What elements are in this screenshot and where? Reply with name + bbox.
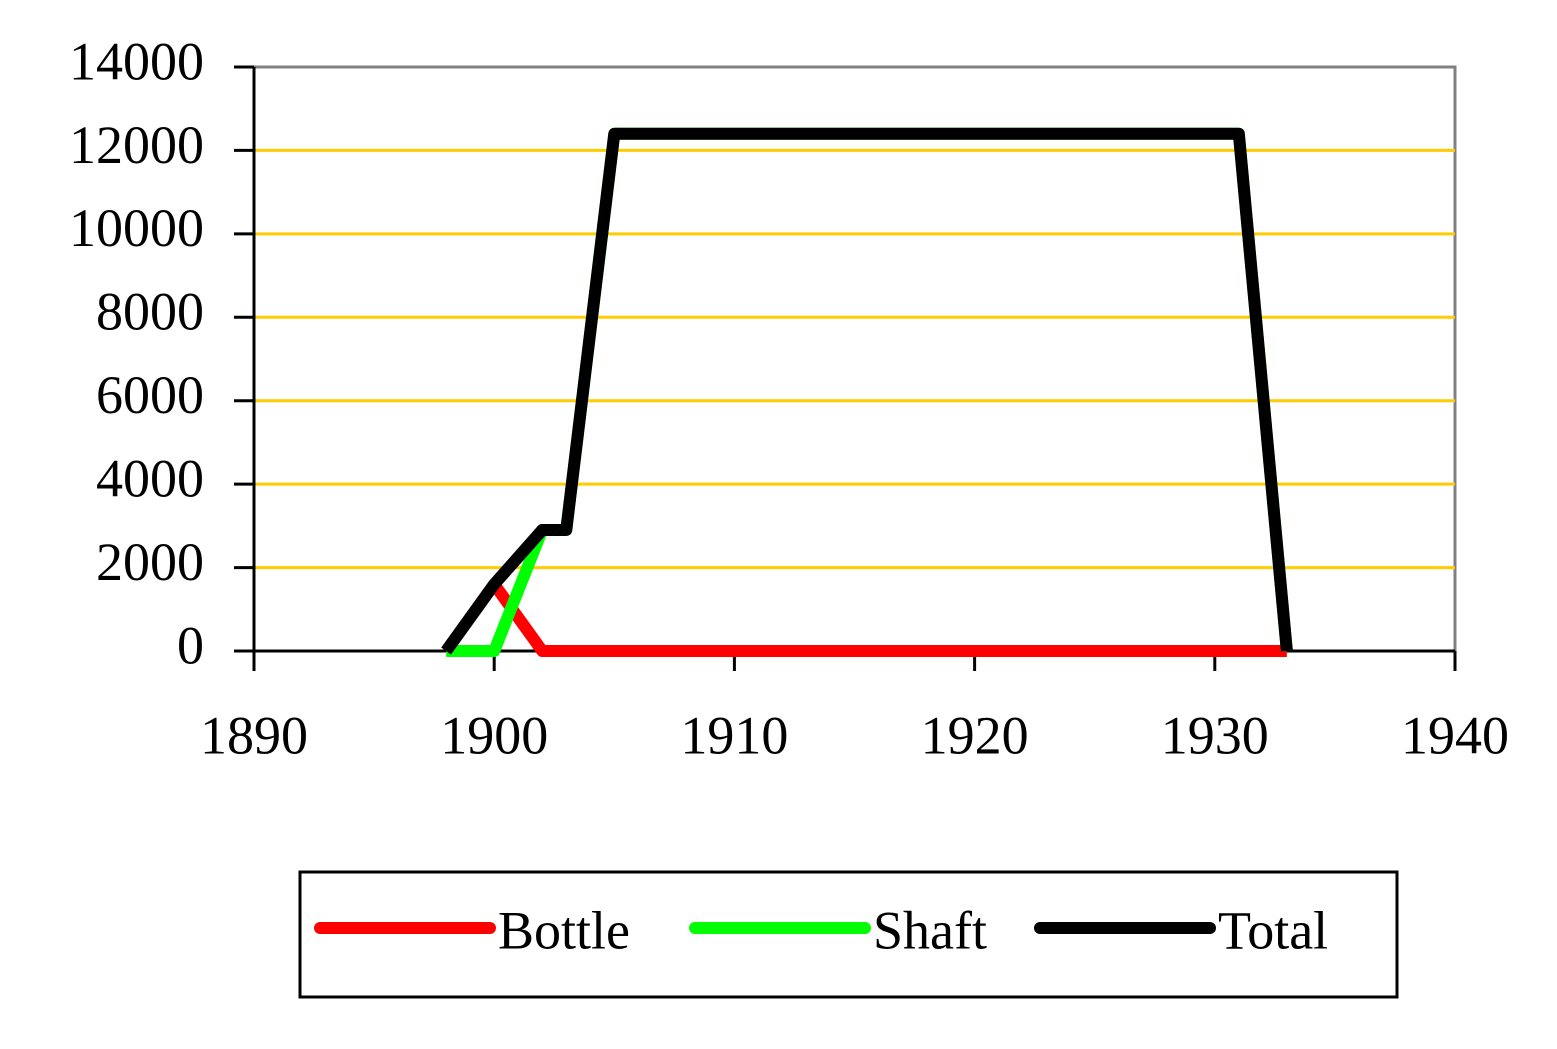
x-tick-label: 1920 — [921, 705, 1029, 765]
legend-label: Total — [1218, 900, 1328, 960]
y-tick-label: 4000 — [96, 449, 204, 509]
y-tick-label: 12000 — [69, 115, 204, 175]
y-tick-label: 14000 — [69, 31, 204, 91]
x-tick-label: 1890 — [200, 705, 308, 765]
legend-box — [298, 870, 1399, 999]
y-tick-label: 8000 — [96, 282, 204, 342]
y-tick-label: 6000 — [96, 365, 204, 425]
series-line — [441, 127, 1293, 655]
legend-label: Bottle — [498, 900, 630, 960]
x-tick-label: 1940 — [1401, 705, 1509, 765]
series-line — [446, 127, 1293, 657]
y-tick-label: 10000 — [69, 198, 204, 258]
series-line — [441, 578, 1287, 657]
legend-label: Shaft — [873, 900, 987, 960]
y-tick-label: 2000 — [96, 532, 204, 592]
x-tick-label: 1930 — [1161, 705, 1269, 765]
y-tick-label: 0 — [177, 615, 204, 675]
x-tick-label: 1910 — [680, 705, 788, 765]
x-tick-label: 1900 — [440, 705, 548, 765]
